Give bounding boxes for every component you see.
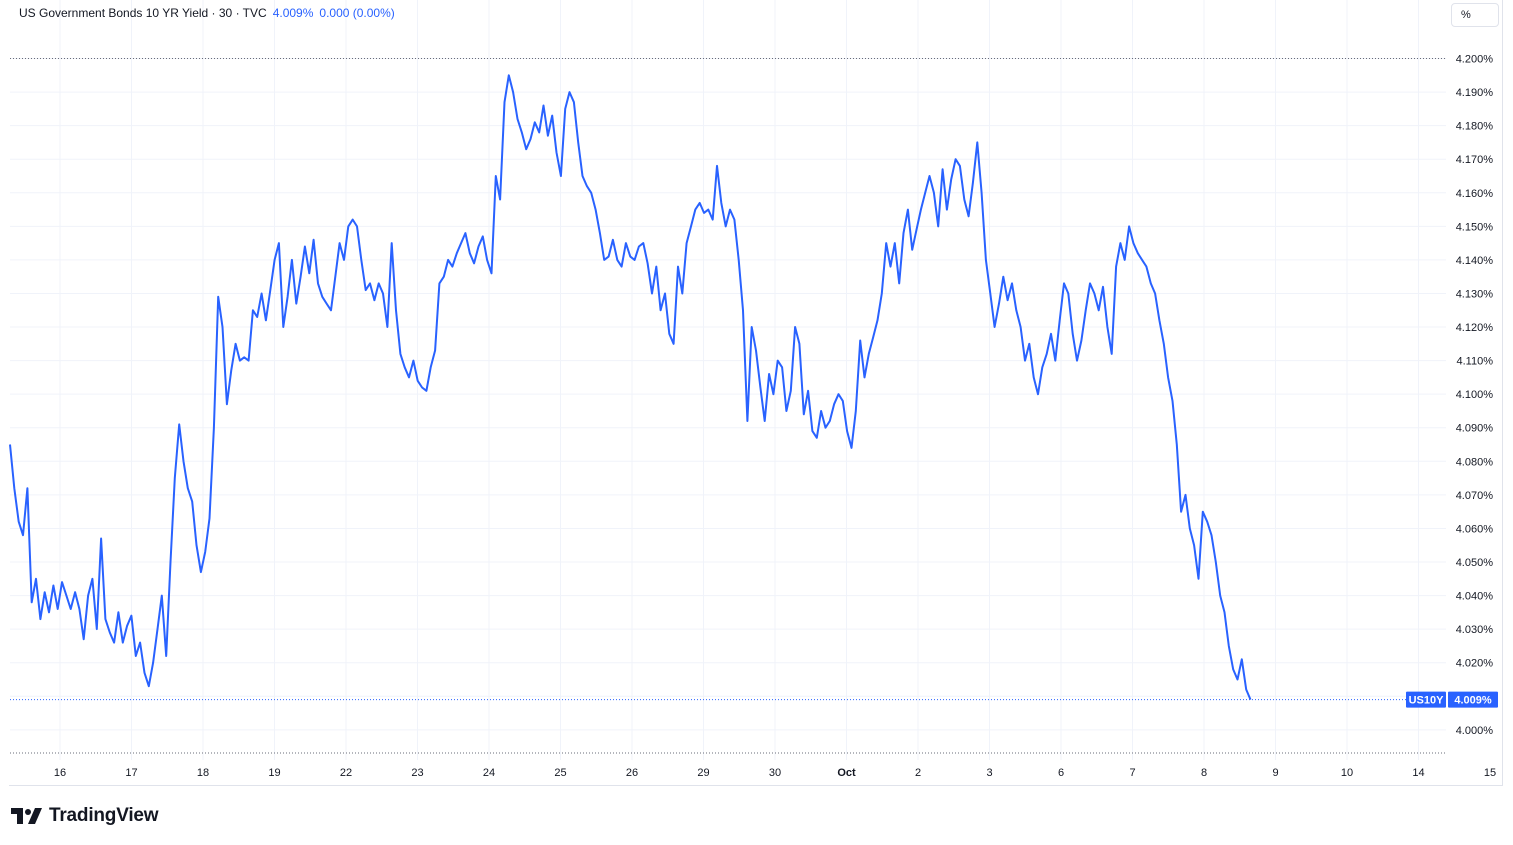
x-tick-label: 10 <box>1341 767 1353 779</box>
x-tick-label: 23 <box>411 767 423 779</box>
y-tick-label: 4.090% <box>1456 423 1494 435</box>
y-tick-label: 4.130% <box>1456 288 1494 300</box>
y-tick-label: 4.100% <box>1456 389 1494 401</box>
x-tick-label: 18 <box>197 767 209 779</box>
price-label-text: 4.009% <box>1454 695 1492 707</box>
chart-frame <box>9 0 1503 786</box>
y-tick-label: 4.150% <box>1456 221 1494 233</box>
x-tick-label: 3 <box>986 767 992 779</box>
y-tick-label: 4.200% <box>1456 54 1494 66</box>
yield-series-line <box>9 74 1252 700</box>
x-tick-label: 16 <box>54 767 66 779</box>
reference-lines <box>10 58 1446 754</box>
x-tick-label: 24 <box>483 767 495 779</box>
y-tick-label: 4.000% <box>1456 725 1494 737</box>
symbol-title[interactable]: US Government Bonds 10 YR Yield · 30 · T… <box>19 6 267 20</box>
y-tick-label: 4.140% <box>1456 255 1494 267</box>
y-tick-label: 4.190% <box>1456 87 1494 99</box>
x-tick-label: 26 <box>626 767 638 779</box>
last-value: 4.009% <box>272 6 314 20</box>
y-tick-label: 4.160% <box>1456 188 1494 200</box>
price-label-box <box>1448 691 1498 708</box>
y-tick-label: 4.020% <box>1456 658 1494 670</box>
y-tick-label: 4.060% <box>1456 523 1494 535</box>
tradingview-logo[interactable]: TradingView <box>11 805 159 827</box>
x-tick-label: 6 <box>1058 767 1064 779</box>
symbol-label-box <box>1406 691 1446 708</box>
x-axis: 16 17 18 19 22 23 24 25 26 29 30 Oct 2 3 6 7 8 9 10 14 15 <box>54 767 1496 779</box>
brand-name: TradingView <box>49 805 159 826</box>
grid-layer <box>10 0 1446 760</box>
y-tick-label: 4.110% <box>1457 356 1494 368</box>
change-value: 0.000 (0.00%) <box>319 6 395 20</box>
y-tick-label: 4.120% <box>1456 322 1494 334</box>
y-tick-label: 4.180% <box>1456 121 1494 133</box>
y-axis: 4.000%4.010%4.020%4.030%4.040%4.050%4.06… <box>1456 54 1494 737</box>
x-tick-label: 17 <box>125 767 137 779</box>
series-layer <box>9 74 1252 700</box>
y-tick-label: 4.170% <box>1456 154 1494 166</box>
x-tick-label: 30 <box>769 767 781 779</box>
x-tick-label: 7 <box>1129 767 1135 779</box>
x-tick-label: 15 <box>1484 767 1496 779</box>
x-tick-label: 22 <box>340 767 352 779</box>
x-tick-label: 19 <box>268 767 280 779</box>
x-tick-label: 8 <box>1201 767 1207 779</box>
x-tick-label: 25 <box>554 767 566 779</box>
x-tick-label: 14 <box>1412 767 1424 779</box>
unit-button[interactable]: % <box>1451 3 1499 27</box>
y-tick-label: 4.080% <box>1456 456 1494 468</box>
x-tick-label: 9 <box>1272 767 1278 779</box>
y-tick-label: 4.040% <box>1456 591 1494 603</box>
x-tick-label: 2 <box>915 767 921 779</box>
y-tick-label: 4.030% <box>1456 624 1494 636</box>
chart-legend-header: US Government Bonds 10 YR Yield · 30 · T… <box>19 5 395 21</box>
y-tick-label: 4.070% <box>1456 490 1494 502</box>
x-tick-label: Oct <box>837 767 856 779</box>
tradingview-logo-icon <box>11 808 42 824</box>
symbol-label-text: US10Y <box>1409 695 1445 707</box>
last-price-label: US10Y 4.009% <box>1406 691 1498 708</box>
x-tick-label: 29 <box>697 767 709 779</box>
y-tick-label: 4.050% <box>1456 557 1494 569</box>
